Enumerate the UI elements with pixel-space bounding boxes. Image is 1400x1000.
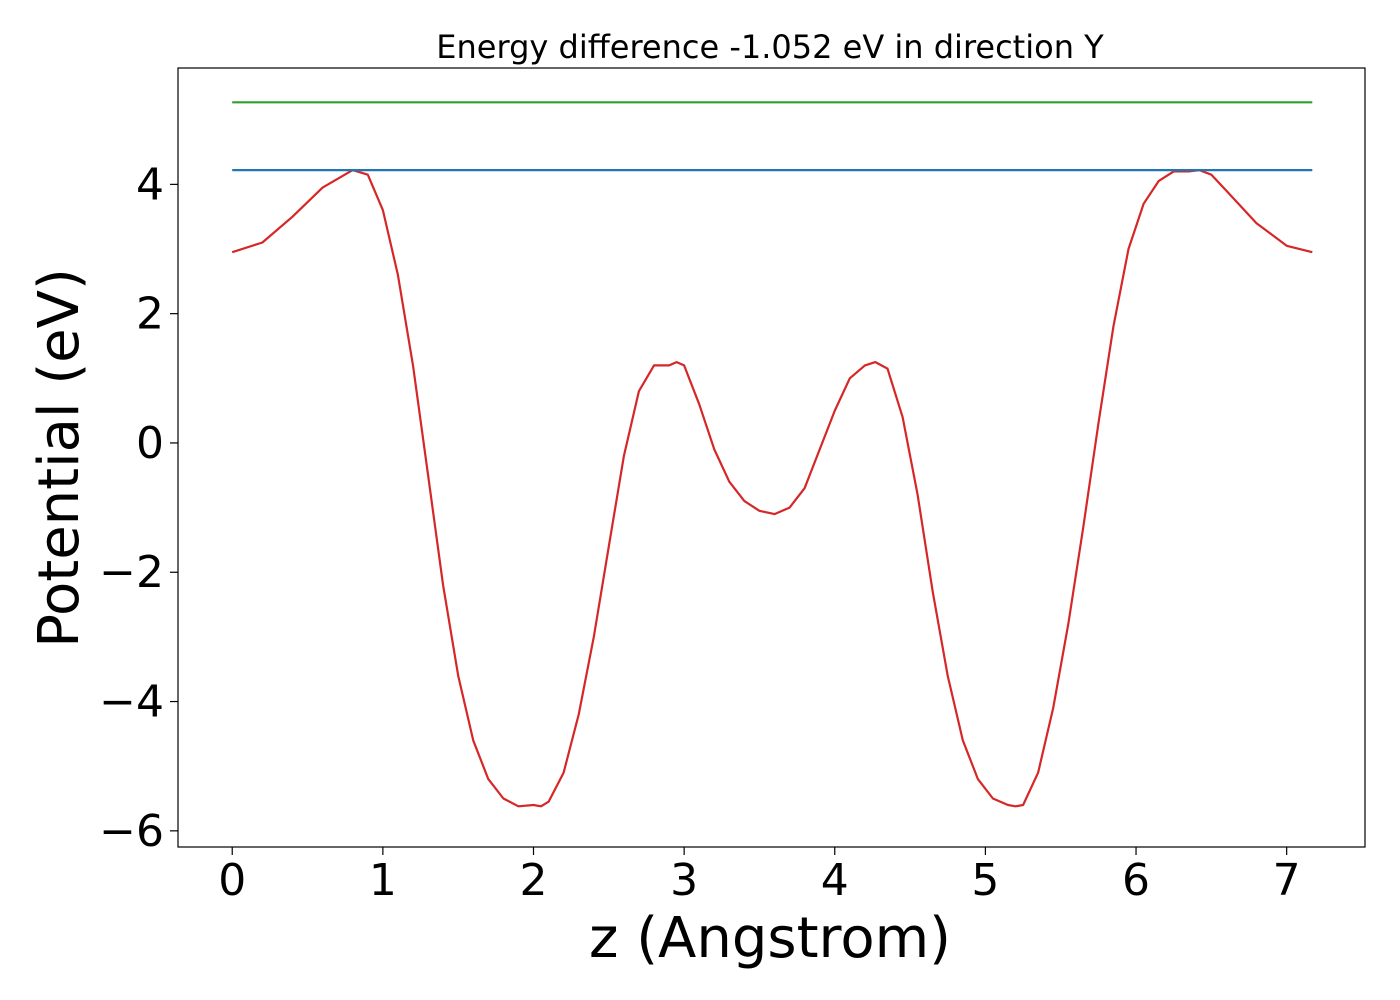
x-axis-label: z (Angstrom) [589, 906, 951, 971]
y-tick-label: 4 [136, 159, 164, 210]
x-tick-label: 4 [821, 855, 849, 906]
x-tick-label: 3 [670, 855, 698, 906]
x-axis-ticks: 0 1 2 3 4 5 6 7 [218, 847, 1301, 906]
x-tick-label: 1 [369, 855, 397, 906]
x-tick-label: 0 [218, 855, 246, 906]
y-axis-label: Potential (eV) [27, 268, 92, 648]
y-tick-label: −4 [99, 677, 164, 728]
y-axis-ticks: −6 −4 −2 0 2 4 [99, 159, 178, 857]
x-tick-label: 2 [519, 855, 547, 906]
y-tick-label: 2 [136, 289, 164, 340]
x-tick-label: 5 [971, 855, 999, 906]
series-line-0 [231, 169, 1313, 808]
plot-frame [177, 67, 1366, 848]
chart-title: Energy difference -1.052 eV in direction… [436, 28, 1104, 66]
series-layer [231, 101, 1313, 808]
x-tick-label: 7 [1273, 855, 1301, 906]
y-tick-label: −6 [99, 806, 164, 857]
y-tick-label: 0 [136, 418, 164, 469]
x-tick-label: 6 [1122, 855, 1150, 906]
y-tick-label: −2 [99, 547, 164, 598]
